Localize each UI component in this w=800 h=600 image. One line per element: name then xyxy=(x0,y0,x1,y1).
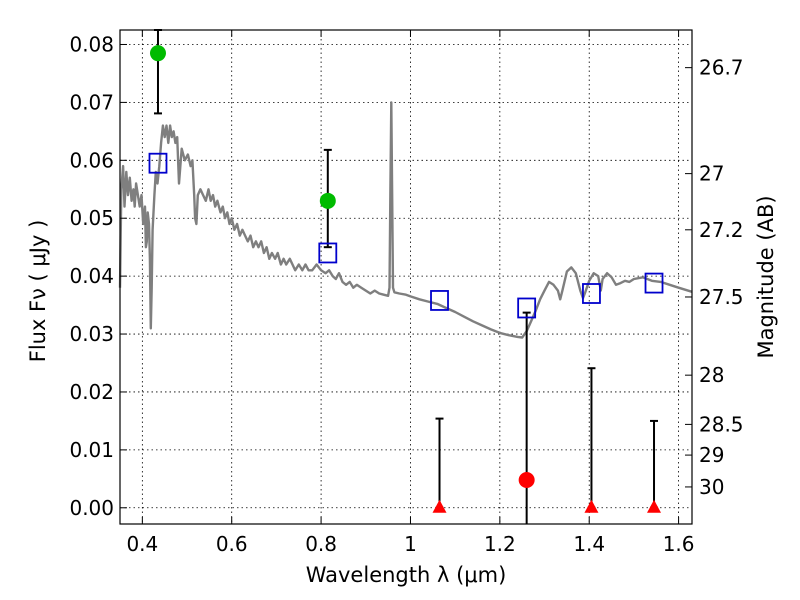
spectrum-line xyxy=(118,101,693,339)
right-tick-label: 26.7 xyxy=(699,56,744,80)
right-tick-label: 30 xyxy=(699,475,724,499)
model-photometry-marker xyxy=(148,152,168,174)
y-tick-label: 0.05 xyxy=(69,206,114,230)
model-photometry-marker xyxy=(644,272,664,294)
right-tick-label: 27.2 xyxy=(699,218,744,242)
error-bars xyxy=(153,29,659,524)
x-tick-label: 0.4 xyxy=(126,532,158,556)
markers xyxy=(148,45,664,513)
x-tick-label: 1.4 xyxy=(573,532,605,556)
green-point-marker xyxy=(319,192,336,209)
right-tick-label: 28 xyxy=(699,363,724,387)
green-point-marker xyxy=(149,45,166,62)
right-tick-label: 28.5 xyxy=(699,412,744,436)
model-photometry-marker xyxy=(517,297,537,319)
model-photometry-marker xyxy=(582,283,601,304)
x-tick-label: 0.8 xyxy=(305,532,337,556)
plot-frame xyxy=(119,29,693,525)
x-tick-label: 1.6 xyxy=(663,532,695,556)
model-photometry-marker xyxy=(430,290,449,311)
right-tick-label: 27.5 xyxy=(699,285,744,309)
y-tick-label: 0.00 xyxy=(69,496,114,520)
y-tick-label: 0.03 xyxy=(69,322,114,346)
right-axis-title: Magnitude (AB) xyxy=(754,195,778,358)
ticks: 0.4 0.6 0.8 1 1.2 1.4 1.6 0.00 0.01 0.02 0.03 0.04 0… xyxy=(69,30,744,556)
y-tick-label: 0.04 xyxy=(69,264,114,288)
x-tick-label: 0.6 xyxy=(216,532,248,556)
upper-limit-marker xyxy=(432,499,447,513)
x-tick-label: 1 xyxy=(404,532,417,556)
spectrum-layer xyxy=(118,101,693,339)
y-tick-label: 0.07 xyxy=(69,90,114,114)
y-tick-label: 0.06 xyxy=(69,148,114,172)
gridlines xyxy=(120,30,692,524)
y-tick-label: 0.02 xyxy=(69,380,114,404)
y-tick-label: 0.01 xyxy=(69,438,114,462)
upper-limit-marker xyxy=(584,499,599,513)
right-tick-label: 29 xyxy=(699,443,724,467)
red-point-marker xyxy=(518,471,535,488)
y-axis-title: Flux Fν ( μJy ) xyxy=(26,220,50,363)
x-axis-title: Wavelength λ (μm) xyxy=(306,563,507,587)
upper-limit-marker xyxy=(647,499,662,513)
x-tick-label: 1.2 xyxy=(484,532,516,556)
model-photometry-marker xyxy=(318,242,338,264)
y-tick-label: 0.08 xyxy=(69,32,114,56)
right-tick-label: 27 xyxy=(699,162,724,186)
